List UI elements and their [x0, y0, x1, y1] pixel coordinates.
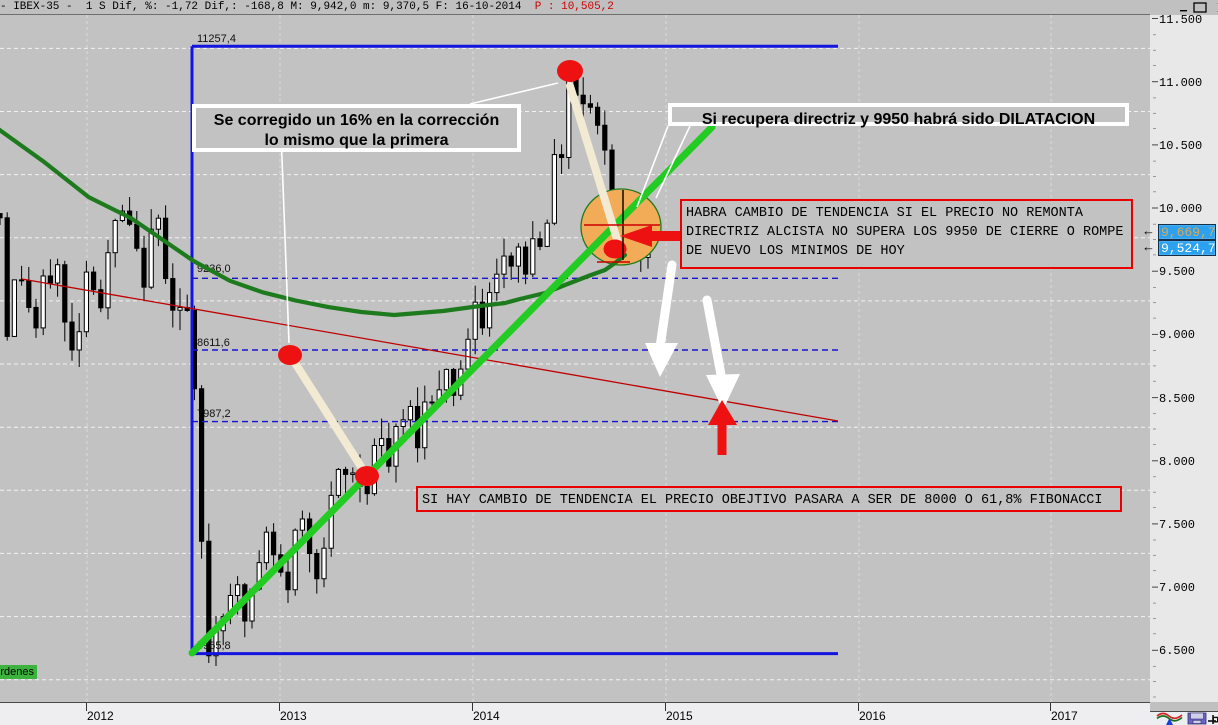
svg-text:6.500: 6.500: [1159, 644, 1195, 658]
svg-text:8.500: 8.500: [1159, 392, 1195, 406]
svg-text:10.000: 10.000: [1159, 202, 1202, 216]
svg-text:9.000: 9.000: [1159, 328, 1195, 342]
svg-text:7.000: 7.000: [1159, 581, 1195, 595]
svg-text:11257,4: 11257,4: [197, 33, 236, 45]
svg-text:8611,6: 8611,6: [197, 337, 230, 349]
svg-text:9.500: 9.500: [1159, 265, 1195, 279]
svg-text:7.500: 7.500: [1159, 518, 1195, 532]
svg-text:7987,2: 7987,2: [197, 408, 231, 420]
svg-text:8.000: 8.000: [1159, 455, 1195, 469]
svg-text:11.000: 11.000: [1159, 76, 1202, 90]
svg-text:10.500: 10.500: [1159, 139, 1202, 153]
svg-text:11.500: 11.500: [1159, 15, 1202, 27]
